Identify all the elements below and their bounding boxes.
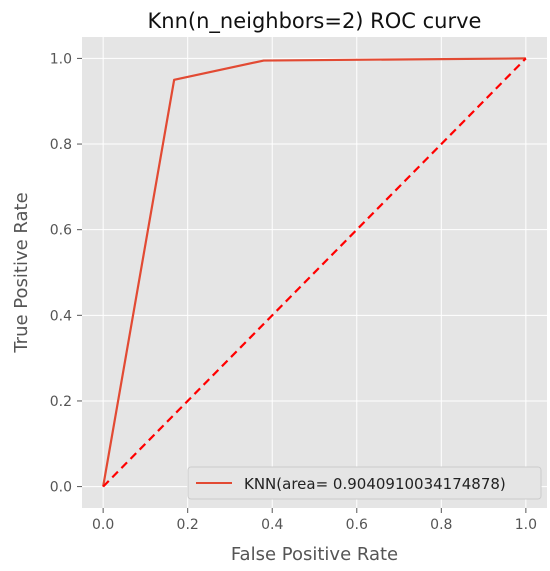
chart-title: Knn(n_neighbors=2) ROC curve [148,9,482,34]
y-tick-label: 0.0 [50,480,72,496]
y-axis-title: True Positive Rate [11,192,32,353]
x-tick-label: 0.8 [430,517,452,533]
legend-label: KNN(area= 0.9040910034174878) [244,475,506,493]
series-layer [102,57,527,488]
legend-box [187,466,542,500]
legend: KNN(area= 0.9040910034174878) [187,466,542,500]
y-tick-label: 0.2 [50,394,72,410]
y-tick-label: 0.4 [50,308,72,324]
roc-curve-line [102,57,526,487]
x-tick-label: 1.0 [515,517,537,533]
x-tick-label: 0.2 [177,517,199,533]
x-axis-title: False Positive Rate [231,544,398,565]
tick-layer: 0.0 0.2 0.4 0.6 0.8 1.0 0.0 0.2 0.4 0.6 0.8 1.0 [50,51,537,533]
y-tick-label: 1.0 [50,51,72,67]
x-tick-label: 0.0 [92,517,114,533]
x-tick-label: 0.6 [346,517,368,533]
y-tick-label: 0.6 [50,223,72,239]
grid-layer [82,37,547,508]
y-tick-label: 0.8 [50,137,72,153]
x-tick-label: 0.4 [261,517,283,533]
diagonal-reference-line [102,57,527,488]
